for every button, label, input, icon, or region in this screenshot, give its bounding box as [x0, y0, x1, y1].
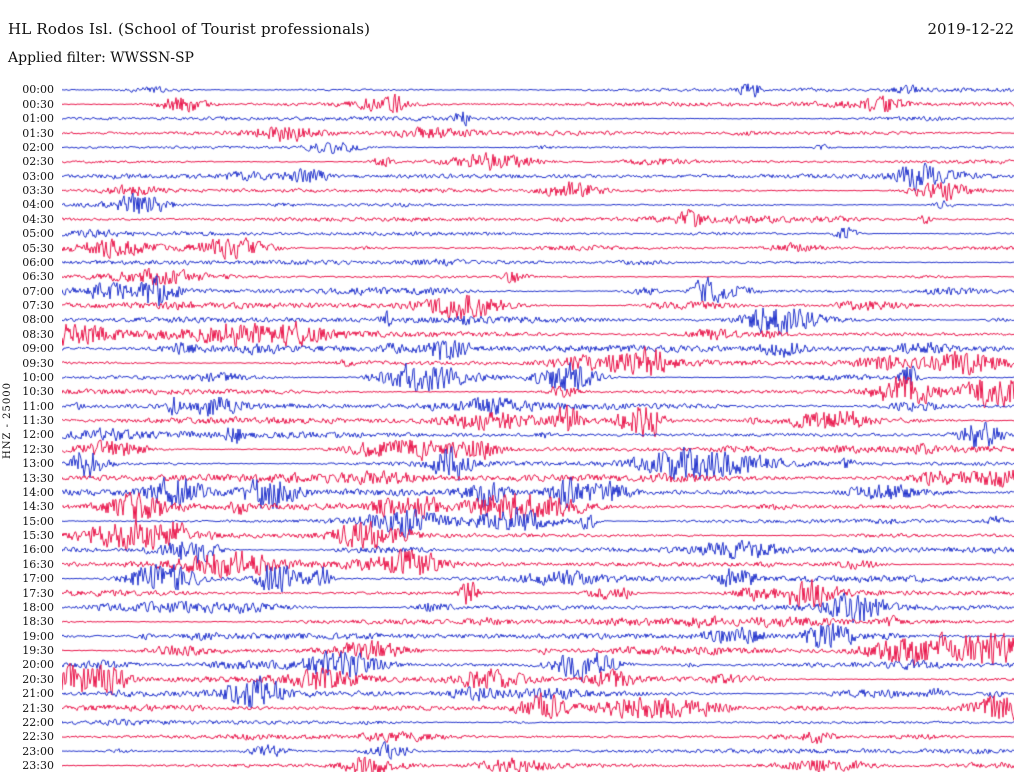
- time-label: 07:30: [22, 299, 54, 313]
- time-label: 18:30: [22, 615, 54, 629]
- time-label: 05:30: [22, 241, 54, 255]
- record-date: 2019-12-22: [927, 20, 1014, 38]
- time-label: 06:00: [22, 255, 54, 269]
- time-label: 16:30: [22, 557, 54, 571]
- time-label: 05:00: [22, 227, 54, 241]
- time-label: 01:00: [22, 112, 54, 126]
- time-label: 13:30: [22, 471, 54, 485]
- time-label: 07:00: [22, 284, 54, 298]
- time-label: 14:00: [22, 485, 54, 499]
- time-label: 02:30: [22, 155, 54, 169]
- station-title: HL Rodos Isl. (School of Tourist profess…: [8, 20, 371, 38]
- time-label: 21:00: [22, 687, 54, 701]
- time-label: 17:00: [22, 572, 54, 586]
- time-label: 04:00: [22, 198, 54, 212]
- time-label: 03:00: [22, 169, 54, 183]
- time-label: 09:30: [22, 356, 54, 370]
- time-label: 23:30: [22, 759, 54, 773]
- seismogram-canvas: [62, 82, 1014, 772]
- time-label: 19:30: [22, 644, 54, 658]
- time-label: 20:30: [22, 672, 54, 686]
- filter-label: Applied filter: WWSSN-SP: [8, 50, 194, 66]
- time-label: 18:00: [22, 600, 54, 614]
- time-label: 17:30: [22, 586, 54, 600]
- time-label: 09:00: [22, 342, 54, 356]
- time-label: 22:00: [22, 715, 54, 729]
- time-label: 19:00: [22, 629, 54, 643]
- time-label: 01:30: [22, 126, 54, 140]
- time-label: 15:30: [22, 529, 54, 543]
- time-label: 23:00: [22, 744, 54, 758]
- time-label: 02:00: [22, 140, 54, 154]
- time-label: 04:30: [22, 212, 54, 226]
- time-label: 03:30: [22, 184, 54, 198]
- time-label: 00:30: [22, 97, 54, 111]
- time-label: 20:00: [22, 658, 54, 672]
- time-label: 22:30: [22, 730, 54, 744]
- time-label: 08:00: [22, 313, 54, 327]
- time-label: 06:30: [22, 270, 54, 284]
- time-label: 21:30: [22, 701, 54, 715]
- time-label: 16:00: [22, 543, 54, 557]
- time-label: 15:00: [22, 514, 54, 528]
- channel-axis-label: HNZ - 25000: [2, 382, 13, 459]
- time-label: 13:00: [22, 457, 54, 471]
- time-label: 14:30: [22, 500, 54, 514]
- time-label: 08:30: [22, 327, 54, 341]
- time-label: 00:00: [22, 83, 54, 97]
